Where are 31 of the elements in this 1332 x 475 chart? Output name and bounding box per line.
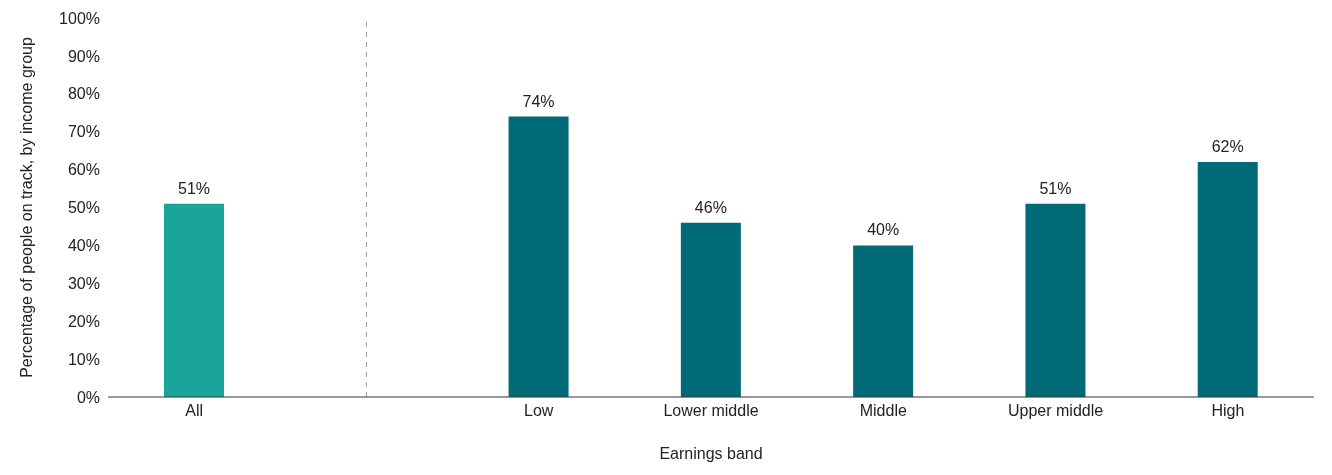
data-label: 74% [522, 92, 555, 110]
data-label: 51% [177, 179, 211, 197]
bar [680, 222, 741, 397]
x-tick-label: All [185, 402, 204, 420]
y-tick-label: 70% [67, 123, 100, 141]
x-tick-label: Upper middle [1007, 402, 1104, 420]
y-tick-label: 90% [67, 47, 100, 65]
y-tick-label: 10% [67, 350, 100, 368]
x-tick-label: Low [524, 402, 554, 420]
data-label: 62% [1211, 138, 1244, 156]
x-tick-label: Lower middle [663, 402, 759, 420]
y-tick-label: 50% [67, 199, 100, 217]
bar [1025, 203, 1086, 397]
y-tick-label: 80% [67, 85, 100, 103]
bar [508, 116, 569, 397]
y-axis-title: Percentage of people on track, by income group [17, 37, 35, 378]
data-label: 51% [1039, 179, 1072, 197]
bar [853, 245, 914, 397]
data-label: 46% [694, 198, 727, 216]
y-tick-label: 30% [67, 274, 100, 292]
x-tick-label: High [1211, 402, 1245, 420]
x-axis-title: Earnings band [659, 445, 763, 462]
bar [164, 203, 224, 397]
y-tick-label: 60% [67, 161, 100, 179]
data-label: 40% [867, 221, 900, 239]
y-tick-label: 100% [59, 9, 100, 27]
bar [1197, 162, 1258, 397]
y-tick-label: 0% [76, 388, 100, 406]
y-tick-label: 40% [67, 237, 100, 255]
x-tick-label: Middle [859, 402, 907, 420]
y-tick-label: 20% [67, 312, 100, 330]
